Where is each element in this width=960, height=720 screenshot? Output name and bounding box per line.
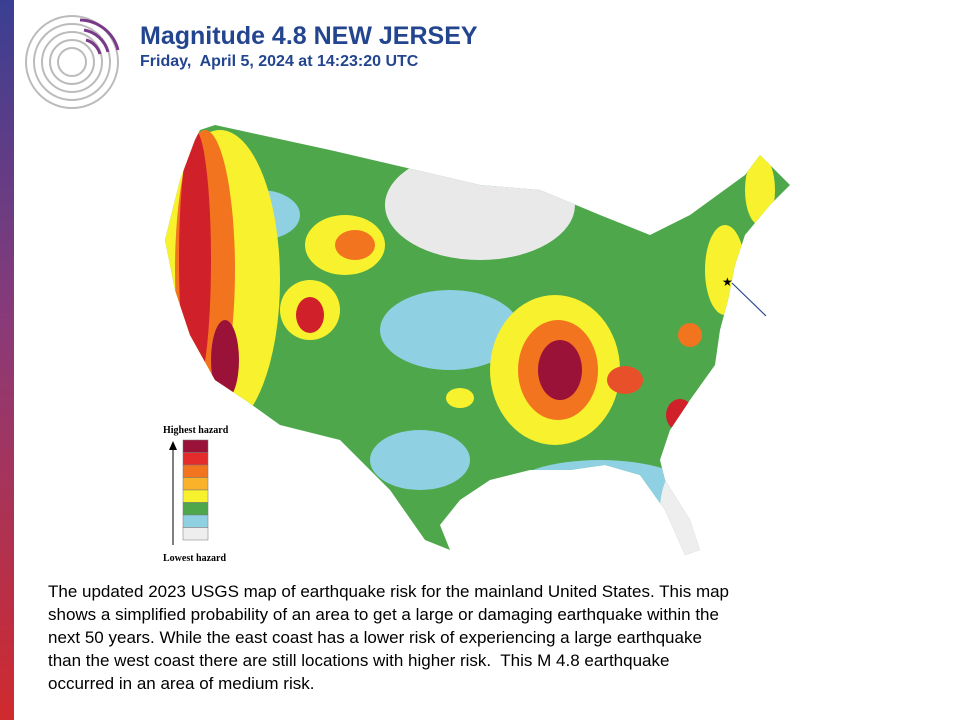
logo — [25, 15, 120, 109]
caption-line: than the west coast there are still loca… — [48, 651, 670, 670]
side-bar — [0, 0, 14, 720]
caption-line: shows a simplified probability of an are… — [48, 605, 719, 624]
legend: Highest hazard Lowest hazard — [160, 420, 238, 565]
title: Magnitude 4.8 NEW JERSEY — [140, 22, 478, 50]
caption-line: next 50 years. While the east coast has … — [48, 628, 702, 647]
subtitle: Friday, April 5, 2024 at 14:23:20 UTC — [140, 53, 419, 70]
legend-bottom: Lowest hazard — [163, 553, 226, 564]
epicenter: ★ — [722, 275, 767, 317]
legend-top: Highest hazard — [163, 425, 229, 436]
caption-line: occurred in an area of medium risk. — [48, 674, 315, 693]
svg-text:★: ★ — [722, 275, 733, 289]
caption-line: The updated 2023 USGS map of earthquake … — [48, 582, 730, 601]
hazard-map — [165, 125, 790, 555]
caption: The updated 2023 USGS map of earthquake … — [48, 580, 729, 695]
